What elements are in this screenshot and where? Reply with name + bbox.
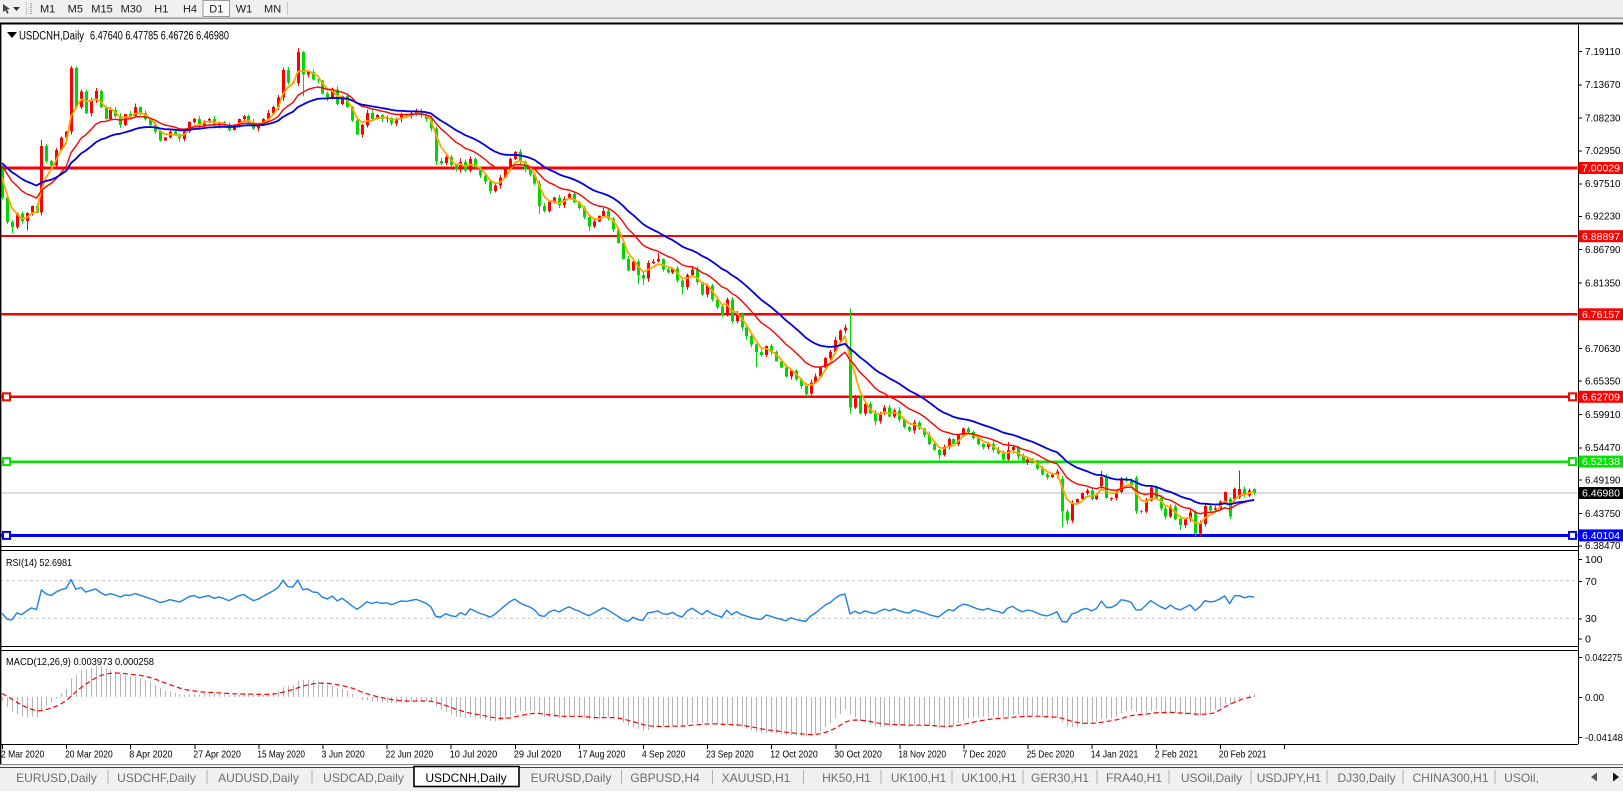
svg-text:M1: M1 [40,4,55,16]
svg-text:GBPUSD,H4: GBPUSD,H4 [630,771,700,785]
svg-text:7.00029: 7.00029 [1582,164,1620,175]
svg-text:CHINA300,H1: CHINA300,H1 [1412,771,1488,785]
svg-text:25 Dec 2020: 25 Dec 2020 [1027,749,1075,761]
svg-text:20 Mar 2020: 20 Mar 2020 [65,749,113,761]
svg-text:29 Jul 2020: 29 Jul 2020 [514,749,562,761]
svg-text:DJ30,Daily: DJ30,Daily [1337,771,1395,785]
svg-text:27 Apr 2020: 27 Apr 2020 [193,749,241,761]
svg-text:USDCHF,Daily: USDCHF,Daily [117,771,196,785]
svg-text:USDCAD,Daily: USDCAD,Daily [323,771,404,785]
svg-text:H4: H4 [183,4,197,16]
svg-text:18 Nov 2020: 18 Nov 2020 [898,749,946,761]
svg-text:6.88897: 6.88897 [1582,232,1620,243]
svg-text:7.08230: 7.08230 [1585,113,1621,125]
svg-text:0.042275: 0.042275 [1585,652,1622,664]
svg-text:23 Sep 2020: 23 Sep 2020 [706,749,754,761]
svg-text:6.92230: 6.92230 [1585,211,1621,223]
svg-text:M30: M30 [121,4,142,16]
svg-text:USOil,Daily: USOil,Daily [1181,771,1242,785]
svg-text:UK100,H1: UK100,H1 [891,771,947,785]
svg-text:2 Feb 2021: 2 Feb 2021 [1155,749,1198,761]
svg-text:USDCNH,Daily: USDCNH,Daily [19,31,84,43]
svg-text:MACD(12,26,9) 0.003973 0.00025: MACD(12,26,9) 0.003973 0.000258 [6,656,154,668]
svg-text:7.19110: 7.19110 [1585,46,1621,58]
svg-text:EURUSD,Daily: EURUSD,Daily [16,771,97,785]
svg-text:M15: M15 [91,4,112,16]
svg-text:6.59910: 6.59910 [1585,409,1621,421]
svg-text:4 Sep 2020: 4 Sep 2020 [642,749,685,761]
svg-text:6.97510: 6.97510 [1585,178,1621,190]
svg-text:-0.04148: -0.04148 [1585,732,1623,744]
svg-text:M5: M5 [68,4,83,16]
svg-text:6.70630: 6.70630 [1585,343,1621,355]
svg-text:MN: MN [264,4,281,16]
svg-text:6.46980: 6.46980 [1582,489,1620,500]
svg-text:70: 70 [1585,576,1597,588]
svg-text:6.47640 6.47785 6.46726 6.4698: 6.47640 6.47785 6.46726 6.46980 [90,31,229,43]
svg-text:GER30,H1: GER30,H1 [1031,771,1089,785]
svg-text:6.81350: 6.81350 [1585,277,1621,289]
svg-text:10 Jul 2020: 10 Jul 2020 [450,749,498,761]
svg-text:6.43750: 6.43750 [1585,508,1621,520]
svg-text:6.49190: 6.49190 [1585,475,1621,487]
svg-text:FRA40,H1: FRA40,H1 [1106,771,1162,785]
svg-text:100: 100 [1585,554,1603,566]
svg-text:15 May 2020: 15 May 2020 [257,749,305,761]
svg-text:RSI(14) 52.6981: RSI(14) 52.6981 [6,557,72,569]
svg-text:3 Jun 2020: 3 Jun 2020 [322,749,365,761]
svg-text:6.54470: 6.54470 [1585,442,1621,454]
svg-text:7 Dec 2020: 7 Dec 2020 [963,749,1006,761]
svg-text:UK100,H1: UK100,H1 [961,771,1017,785]
svg-text:D1: D1 [209,4,223,16]
svg-text:6.62709: 6.62709 [1582,392,1620,403]
svg-text:0.00: 0.00 [1585,692,1604,704]
svg-text:HK50,H1: HK50,H1 [822,771,871,785]
svg-text:0: 0 [1585,633,1591,645]
svg-text:USOil,: USOil, [1504,771,1539,785]
svg-text:30 Oct 2020: 30 Oct 2020 [834,749,882,761]
svg-text:6.65350: 6.65350 [1585,375,1621,387]
svg-text:USDJPY,H1: USDJPY,H1 [1257,771,1322,785]
svg-text:6.52138: 6.52138 [1582,457,1620,468]
svg-text:H1: H1 [154,4,168,16]
svg-text:EURUSD,Daily: EURUSD,Daily [531,771,612,785]
svg-text:20 Feb 2021: 20 Feb 2021 [1219,749,1267,761]
svg-text:2 Mar 2020: 2 Mar 2020 [1,749,44,761]
svg-text:7.13670: 7.13670 [1585,79,1621,91]
svg-text:17 Aug 2020: 17 Aug 2020 [578,749,626,761]
svg-text:7.02950: 7.02950 [1585,145,1621,157]
svg-text:14 Jan 2021: 14 Jan 2021 [1091,749,1139,761]
svg-text:12 Oct 2020: 12 Oct 2020 [770,749,818,761]
svg-text:6.38470: 6.38470 [1585,540,1621,552]
svg-text:30: 30 [1585,613,1597,625]
svg-text:6.40104: 6.40104 [1582,531,1620,542]
svg-text:8 Apr 2020: 8 Apr 2020 [129,749,172,761]
svg-text:AUDUSD,Daily: AUDUSD,Daily [218,771,299,785]
svg-text:6.76157: 6.76157 [1582,310,1620,321]
svg-text:W1: W1 [236,4,253,16]
svg-text:22 Jun 2020: 22 Jun 2020 [386,749,434,761]
svg-text:XAUUSD,H1: XAUUSD,H1 [722,771,791,785]
svg-text:USDCNH,Daily: USDCNH,Daily [425,771,506,785]
svg-text:6.86790: 6.86790 [1585,244,1621,256]
